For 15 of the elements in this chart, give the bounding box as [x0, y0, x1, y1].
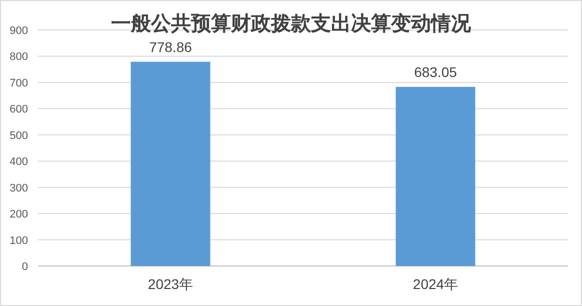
y-tick-label: 0	[22, 261, 28, 273]
y-tick-label: 900	[10, 25, 28, 37]
data-label: 683.05	[414, 64, 458, 80]
data-label: 778.86	[149, 38, 192, 55]
y-tick-label: 500	[10, 130, 28, 142]
x-tick-label: 2023年	[148, 276, 194, 292]
y-tick-label: 200	[10, 208, 28, 221]
y-tick-label: 600	[10, 104, 28, 116]
x-tick-label: 2024年	[412, 276, 458, 292]
chart-title: 一般公共预算财政拨款支出决算变动情况	[111, 12, 472, 35]
y-tick-label: 300	[10, 182, 28, 194]
y-tick-label: 800	[10, 51, 28, 64]
y-tick-label: 700	[10, 77, 28, 90]
y-tick-label: 100	[10, 234, 28, 247]
y-tick-label: 400	[10, 156, 28, 168]
